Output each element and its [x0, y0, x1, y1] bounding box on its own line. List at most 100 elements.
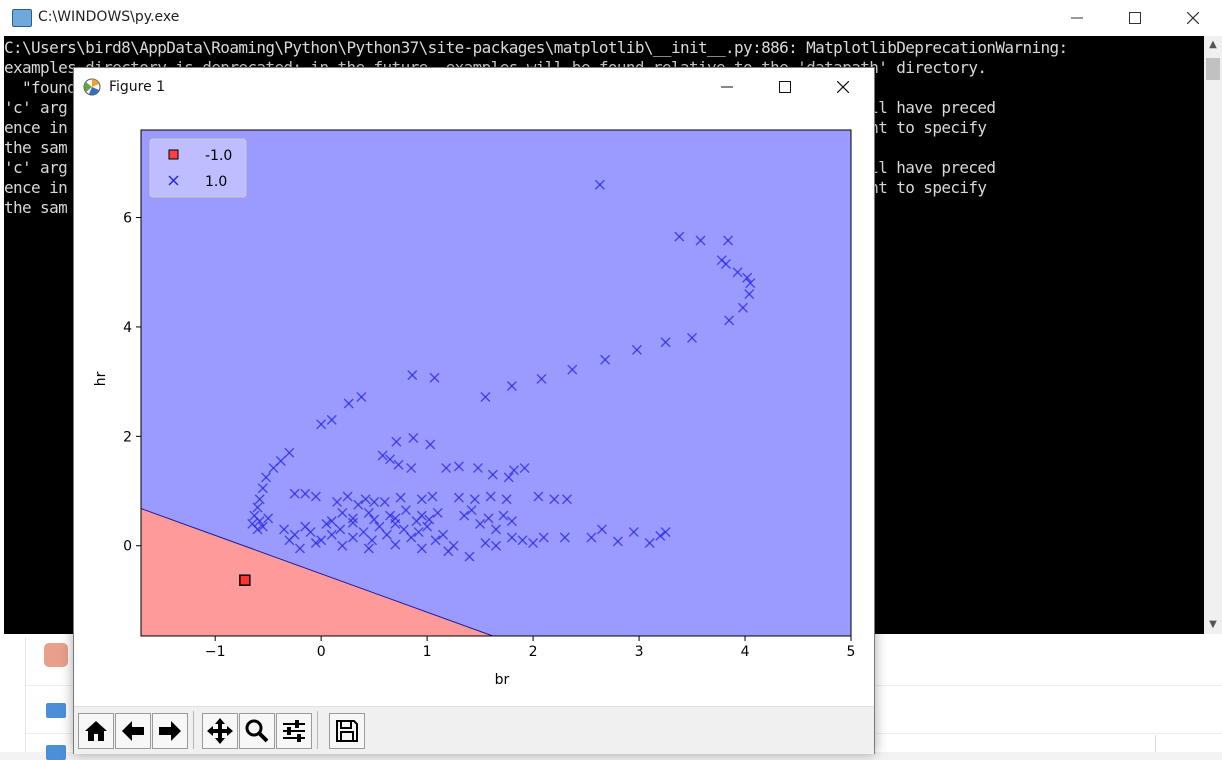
data-point-pos1	[453, 461, 464, 472]
zoom-button[interactable]	[239, 713, 275, 749]
data-point-pos1	[254, 516, 265, 527]
figure-titlebar[interactable]: Figure 1	[74, 68, 874, 106]
data-point-pos1	[413, 527, 424, 538]
data-point-pos1	[453, 492, 464, 503]
configure-subplots-button[interactable]	[276, 713, 312, 749]
data-point-pos1	[356, 391, 367, 402]
data-point-pos1	[369, 496, 380, 507]
data-point-pos1	[300, 488, 311, 499]
data-point-pos1	[425, 439, 436, 450]
magnifier-icon	[245, 719, 269, 743]
arrow-left-icon	[122, 721, 144, 741]
data-point-pos1	[720, 259, 731, 270]
data-point-pos1	[360, 494, 371, 505]
data-point-pos1	[279, 524, 290, 535]
data-point-pos1	[363, 543, 374, 554]
data-point-pos1	[491, 524, 501, 535]
scroll-thumb[interactable]	[1206, 58, 1220, 80]
data-point-pos1	[538, 532, 549, 543]
home-icon	[85, 721, 107, 741]
data-point-pos1	[528, 538, 539, 549]
data-point-pos1	[742, 272, 753, 283]
data-point-pos1	[252, 524, 263, 535]
python-console-icon	[12, 9, 32, 27]
data-point-pos1	[459, 510, 470, 521]
maximize-button[interactable]	[1106, 0, 1164, 36]
scroll-up-icon[interactable]: ▲	[1209, 39, 1217, 50]
data-point-pos1	[408, 432, 419, 443]
figure-toolbar	[74, 706, 874, 754]
data-point-pos1	[644, 538, 655, 549]
data-point-pos1	[300, 521, 311, 532]
y-tick-label: 0	[123, 539, 132, 555]
data-point-pos1	[509, 465, 520, 476]
data-point-pos1	[393, 459, 404, 470]
data-point-pos1	[343, 398, 354, 409]
forward-button[interactable]	[152, 713, 188, 749]
data-point-pos1	[466, 505, 477, 516]
save-button[interactable]	[329, 713, 365, 749]
data-point-pos1	[263, 513, 274, 524]
data-point-pos1	[655, 530, 666, 541]
data-point-pos1	[695, 235, 706, 246]
y-tick-label: 4	[123, 320, 132, 336]
minimize-button[interactable]	[1048, 0, 1106, 36]
data-point-pos1	[335, 524, 346, 535]
console-scrollbar[interactable]: ▲ ▼	[1204, 36, 1222, 634]
data-point-pos1	[737, 302, 748, 313]
data-point-pos1	[487, 469, 498, 480]
y-tick-label: 6	[123, 211, 132, 227]
back-button[interactable]	[115, 713, 151, 749]
data-point-pos1	[342, 491, 353, 502]
data-point-pos1	[567, 364, 578, 375]
x-tick-label: −1	[205, 644, 226, 660]
console-line: C:\Users\bird8\AppData\Roaming\Python\Py…	[4, 38, 1068, 57]
data-point-pos1	[337, 507, 348, 518]
legend-label-neg1: -1.0	[205, 148, 232, 164]
figure-minimize-button[interactable]	[698, 68, 756, 106]
data-point-pos1	[321, 518, 332, 529]
console-line: the sam	[4, 138, 68, 157]
home-button[interactable]	[78, 713, 114, 749]
data-point-pos1	[660, 337, 671, 348]
data-point-pos1	[367, 535, 378, 546]
app-icon	[44, 643, 68, 667]
data-point-pos1	[326, 414, 337, 425]
data-point-pos1	[687, 332, 698, 343]
legend-marker-neg1	[168, 149, 179, 160]
figure-canvas[interactable]: −1 0 1 2 3 4 5 0 2 4 6 br hr -1.0 1.0	[74, 106, 874, 706]
data-point-pos1	[559, 532, 570, 543]
pan-button[interactable]	[202, 713, 238, 749]
explorer-column-divider	[1155, 735, 1156, 752]
data-point-pos1	[485, 491, 496, 502]
data-point-pos1	[744, 289, 755, 300]
data-point-pos1	[369, 514, 380, 525]
close-button[interactable]	[1164, 0, 1222, 36]
data-point-pos1	[475, 518, 486, 529]
folder-icon[interactable]	[46, 745, 66, 760]
data-point-pos1	[506, 381, 517, 392]
console-title: C:\WINDOWS\py.exe	[38, 9, 180, 25]
folder-icon[interactable]	[46, 703, 66, 718]
data-point-pos1	[257, 483, 268, 494]
x-axis-label: br	[495, 672, 510, 688]
figure-title: Figure 1	[109, 79, 166, 95]
data-point-pos1	[379, 496, 390, 507]
figure-close-button[interactable]	[814, 68, 872, 106]
data-point-pos1	[549, 494, 560, 505]
legend-label-pos1: 1.0	[205, 174, 227, 190]
figure-maximize-button[interactable]	[756, 68, 814, 106]
data-point-pos1	[660, 527, 671, 538]
data-point-pos1	[284, 447, 295, 458]
data-point-pos1	[430, 535, 441, 546]
legend-marker-pos1	[168, 175, 179, 186]
data-point-pos1	[390, 539, 401, 550]
arrow-right-icon	[159, 721, 181, 741]
x-tick-label: 3	[635, 644, 644, 660]
scroll-down-icon[interactable]: ▼	[1209, 619, 1217, 630]
data-point-pos1	[310, 491, 321, 502]
console-titlebar[interactable]: C:\WINDOWS\py.exe	[0, 0, 1222, 36]
x-tick-label: 1	[423, 644, 432, 660]
plot-frame	[140, 129, 852, 637]
y-axis-label: hr	[93, 371, 109, 386]
